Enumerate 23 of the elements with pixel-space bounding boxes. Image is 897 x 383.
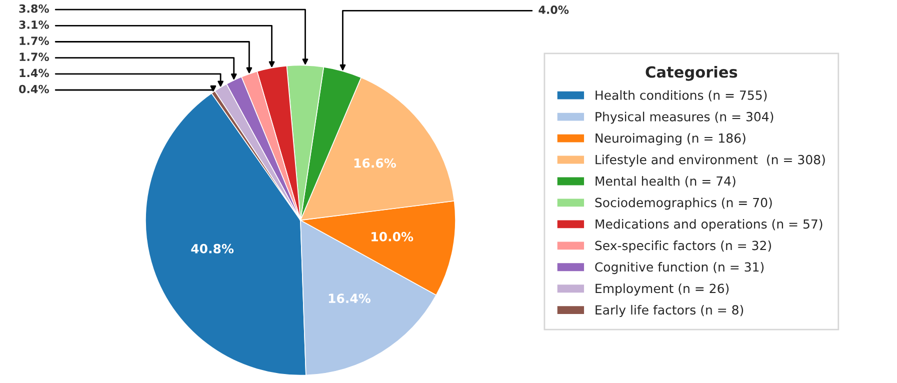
legend-title: Categories (646, 66, 738, 81)
legend-label: Cognitive function (n = 31) (595, 262, 764, 274)
legend-label: Health conditions (n = 755) (596, 90, 767, 102)
data-label: 1.4% (20, 68, 49, 78)
data-label: 0.4% (19, 84, 49, 94)
legend-label: Medications and operations (n = 57) (596, 219, 822, 232)
data-label: 16.6% (354, 158, 396, 168)
data-label: 16.4% (328, 294, 370, 304)
legend-label: Mental health (n = 74) (596, 176, 736, 188)
data-label: 10.0% (372, 232, 414, 242)
data-label: 1.7% (20, 36, 49, 45)
data-label: 1.7% (20, 52, 49, 62)
legend-label: Lifestyle and environment (n = 308) (596, 154, 825, 167)
data-label: 3.8% (19, 4, 49, 13)
data-label: 3.1% (19, 20, 49, 29)
legend-label: Neuroimaging (n = 186) (596, 133, 746, 146)
legend-label: Sex-specific factors (n = 32) (595, 240, 771, 253)
legend-label: Physical measures (n = 304) (596, 112, 774, 124)
data-label: 40.8% (191, 244, 234, 254)
legend-label: Sociodemographics (n = 70) (595, 198, 772, 210)
legend-label: Early life factors (n = 8) (596, 304, 744, 318)
legend-label: Employment (n = 26) (596, 283, 729, 296)
data-label: 4.0% (538, 6, 569, 14)
